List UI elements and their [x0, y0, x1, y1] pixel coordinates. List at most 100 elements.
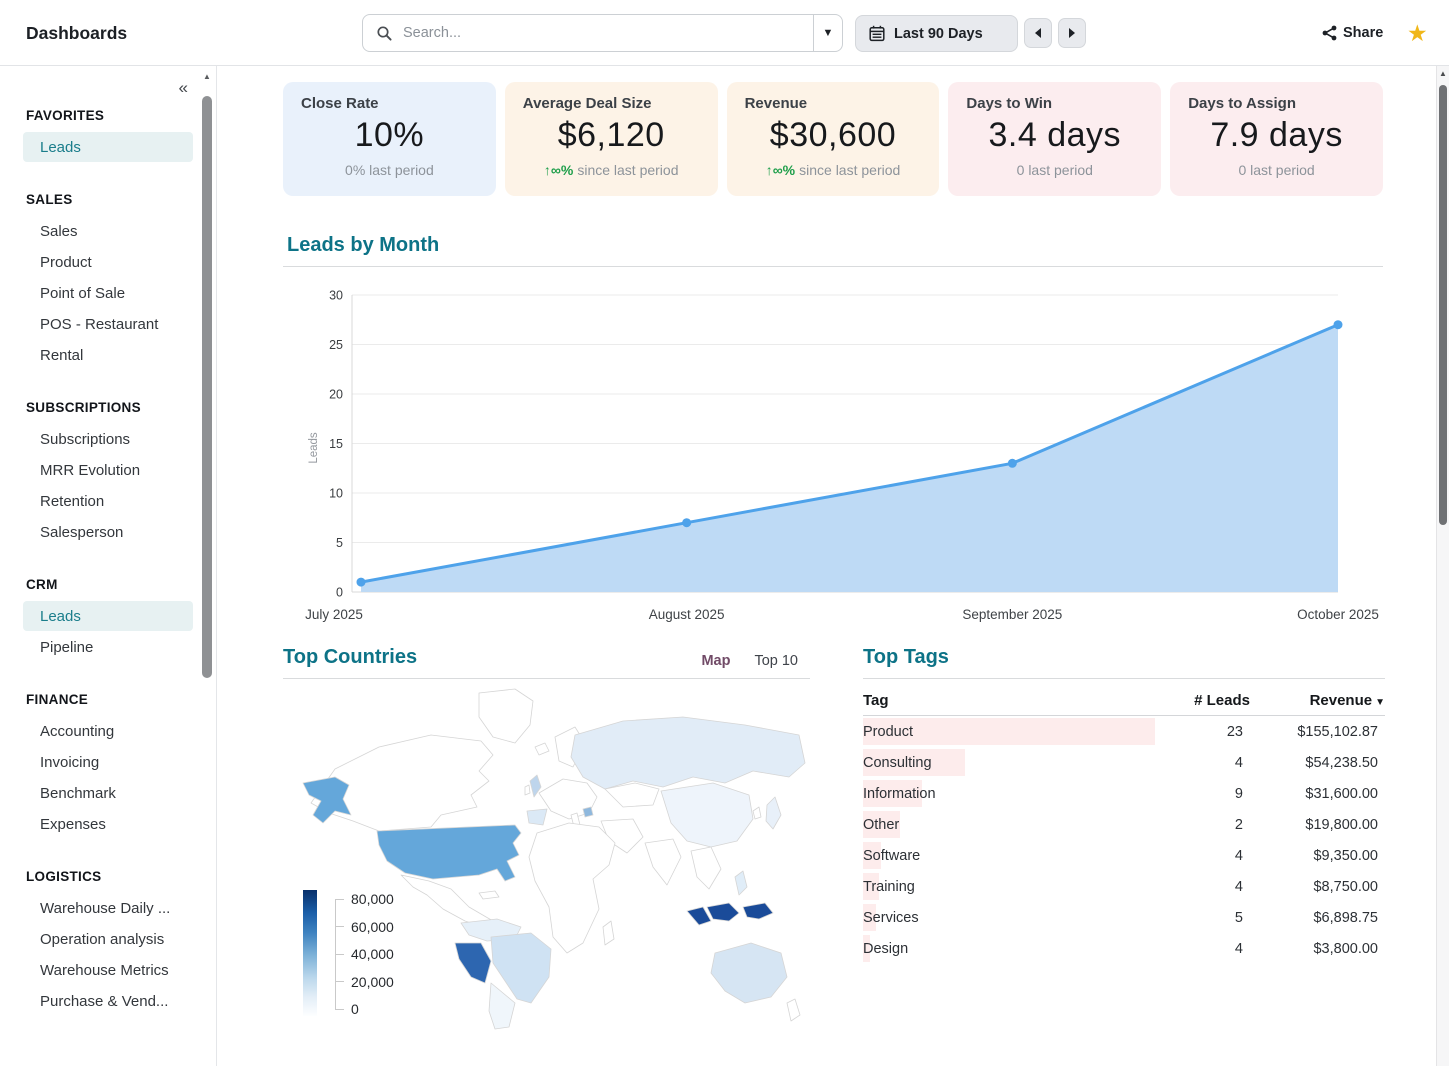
sidebar-section-logistics: LOGISTICS — [26, 869, 102, 884]
kpi-value: 3.4 days — [988, 116, 1122, 154]
section-divider — [283, 266, 1383, 267]
kpi-delta-text: 0 last period — [1016, 162, 1093, 178]
sidebar-item-mrr-evolution[interactable]: MRR Evolution — [40, 461, 141, 479]
table-row[interactable]: Design 4 $3,800.00 — [863, 933, 1385, 964]
sidebar-item-purchase-vendors[interactable]: Purchase & Vend... — [40, 992, 169, 1010]
map-legend: 80,000 60,000 40,000 20,000 0 — [303, 890, 413, 1017]
sidebar-item-invoicing[interactable]: Invoicing — [40, 753, 100, 771]
column-header-leads[interactable]: # Leads — [1194, 691, 1250, 709]
search-dropdown-toggle[interactable]: ▼ — [813, 15, 842, 51]
sidebar-scrollbar-thumb[interactable] — [202, 96, 212, 678]
search-box[interactable]: ▼ — [362, 14, 843, 52]
sidebar-item-warehouse-metrics[interactable]: Warehouse Metrics — [40, 961, 169, 979]
svg-text:10: 10 — [329, 487, 343, 501]
dashboard-content: Close Rate 10% 0% last period Average De… — [218, 66, 1436, 1066]
country-indonesia-sumatra — [686, 906, 712, 926]
legend-tick: 0 — [351, 1001, 359, 1017]
sidebar-item-leads-favorite[interactable]: Leads — [23, 132, 193, 162]
kpi-row: Close Rate 10% 0% last period Average De… — [283, 82, 1383, 196]
arrow-left-icon — [1035, 28, 1041, 38]
kpi-value: 7.9 days — [1210, 116, 1343, 154]
sidebar-item-pos-restaurant[interactable]: POS - Restaurant — [40, 315, 159, 333]
tag-name: Design — [863, 940, 909, 957]
next-period-button[interactable] — [1058, 18, 1086, 48]
share-icon — [1322, 25, 1337, 41]
country-cuba — [478, 890, 500, 900]
top-tags-table: Tag # Leads Revenue ▼ Product 23 $155,102… — [863, 685, 1385, 964]
country-philippines — [734, 870, 748, 896]
table-row[interactable]: Product 23 $155,102.87 — [863, 716, 1385, 747]
region-southeast-asia — [690, 846, 722, 890]
sidebar-item-salesperson[interactable]: Salesperson — [40, 523, 124, 541]
sidebar-item-subscriptions[interactable]: Subscriptions — [40, 430, 131, 448]
sidebar-item-product[interactable]: Product — [40, 253, 92, 271]
scroll-up-icon[interactable]: ▲ — [203, 72, 211, 81]
tag-name: Consulting — [863, 754, 932, 771]
table-row[interactable]: Consulting 4 $54,238.50 — [863, 747, 1385, 778]
table-row[interactable]: Training 4 $8,750.00 — [863, 871, 1385, 902]
column-header-tag[interactable]: Tag — [863, 691, 889, 709]
world-map-svg — [302, 688, 806, 1030]
main-scrollbar[interactable]: ▲ — [1436, 66, 1449, 1066]
country-ireland — [524, 784, 531, 796]
search-input[interactable] — [403, 25, 813, 41]
tag-name: Software — [863, 847, 921, 864]
region-africa — [528, 822, 616, 954]
tag-revenue: $31,600.00 — [1305, 785, 1378, 802]
tag-name: Services — [863, 909, 919, 926]
svg-text:July 2025: July 2025 — [305, 607, 363, 622]
country-madagascar — [602, 920, 615, 946]
main-scrollbar-thumb[interactable] — [1439, 85, 1447, 525]
kpi-card-revenue: Revenue $30,600 ↑∞% since last period — [726, 82, 940, 196]
sidebar-item-pipeline[interactable]: Pipeline — [40, 638, 94, 656]
tab-top-10[interactable]: Top 10 — [754, 653, 798, 669]
sidebar-item-retention[interactable]: Retention — [40, 492, 105, 510]
sidebar-item-rental[interactable]: Rental — [40, 346, 84, 364]
svg-text:25: 25 — [329, 338, 343, 352]
country-balkans — [582, 806, 594, 818]
sidebar-item-warehouse-daily[interactable]: Warehouse Daily ... — [40, 899, 171, 917]
kpi-title: Days to Assign — [1188, 95, 1296, 112]
tag-leads: 2 — [1234, 816, 1243, 833]
revenue-bar — [863, 873, 879, 900]
sidebar-item-accounting[interactable]: Accounting — [40, 722, 115, 740]
sidebar-section-crm: CRM — [26, 577, 58, 592]
tag-revenue: $155,102.87 — [1297, 723, 1378, 740]
country-china — [660, 782, 754, 848]
date-filter-button[interactable]: Last 90 Days — [855, 15, 1018, 52]
country-brazil — [490, 932, 552, 1004]
tab-map[interactable]: Map — [701, 653, 731, 669]
sidebar-item-operation-analysis[interactable]: Operation analysis — [40, 930, 165, 948]
tag-name: Other — [863, 816, 900, 833]
tag-name: Product — [863, 723, 913, 740]
previous-period-button[interactable] — [1024, 18, 1052, 48]
region-europe — [538, 778, 598, 820]
revenue-bar — [863, 780, 922, 807]
sidebar-item-point-of-sale[interactable]: Point of Sale — [40, 284, 126, 302]
tag-revenue: $54,238.50 — [1305, 754, 1378, 771]
share-button[interactable]: Share — [1322, 0, 1383, 66]
column-header-revenue[interactable]: Revenue ▼ — [1309, 691, 1385, 709]
table-row[interactable]: Services 5 $6,898.75 — [863, 902, 1385, 933]
kpi-title: Close Rate — [301, 95, 379, 112]
svg-text:Leads: Leads — [308, 432, 320, 464]
sidebar-collapse-icon[interactable]: « — [178, 78, 188, 97]
sidebar-scrollbar[interactable]: ▲ — [202, 70, 212, 1060]
favorite-star-icon[interactable]: ★ — [1407, 19, 1428, 46]
country-canada — [310, 734, 494, 832]
svg-text:20: 20 — [329, 388, 343, 402]
svg-text:September 2025: September 2025 — [962, 607, 1062, 622]
table-row[interactable]: Information 9 $31,600.00 — [863, 778, 1385, 809]
table-row[interactable]: Other 2 $19,800.00 — [863, 809, 1385, 840]
kpi-title: Days to Win — [966, 95, 1053, 112]
scroll-up-icon[interactable]: ▲ — [1439, 69, 1447, 78]
sidebar-item-expenses[interactable]: Expenses — [40, 815, 106, 833]
world-map: 80,000 60,000 40,000 20,000 0 — [283, 685, 810, 1032]
legend-tick: 80,000 — [351, 891, 394, 907]
sidebar-item-sales[interactable]: Sales — [40, 222, 78, 240]
table-row[interactable]: Software 4 $9,350.00 — [863, 840, 1385, 871]
sidebar-item-benchmark[interactable]: Benchmark — [40, 784, 116, 802]
table-header-row: Tag # Leads Revenue ▼ — [863, 685, 1385, 716]
sidebar-item-leads-crm[interactable]: Leads — [23, 601, 193, 631]
country-new-zealand — [786, 998, 801, 1022]
